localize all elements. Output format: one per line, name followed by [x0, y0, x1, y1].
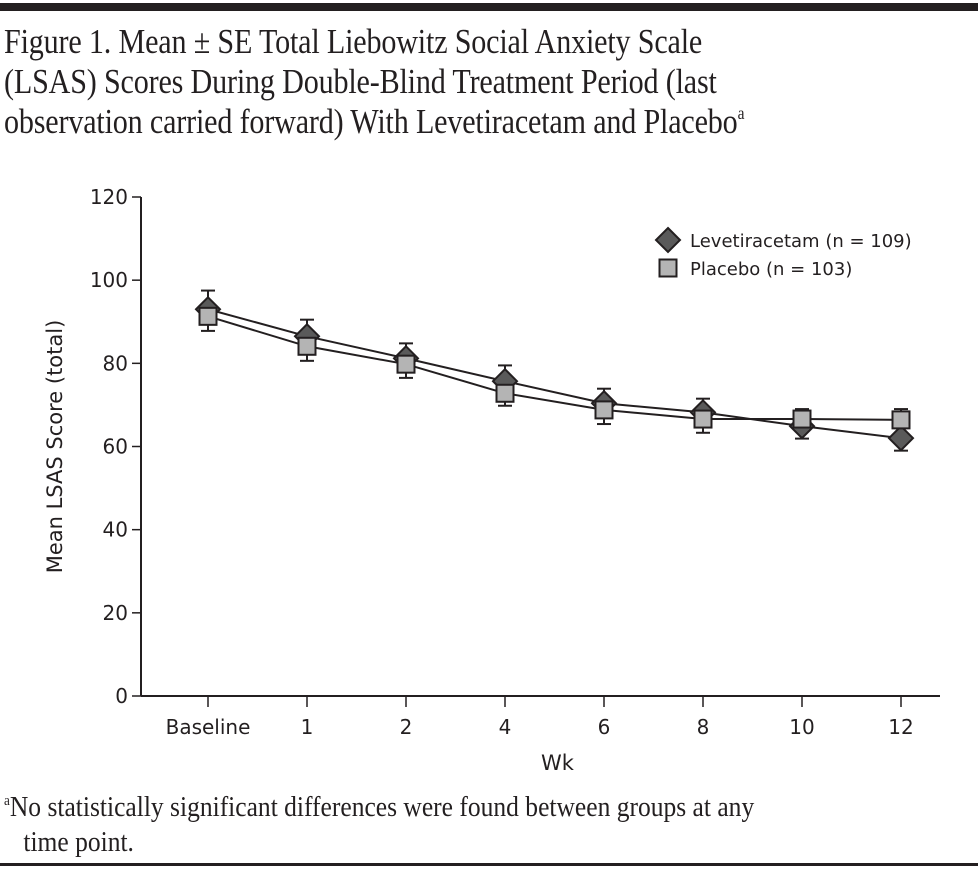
title-line-3-text: observation carried forward) With Leveti… [4, 102, 738, 141]
data-point-square [297, 336, 317, 356]
footnote: aNo statistically significant difference… [4, 790, 972, 860]
title-line-3: observation carried forward) With Leveti… [4, 102, 974, 142]
y-tick-label: 20 [103, 601, 128, 625]
series-markers [194, 295, 915, 452]
y-tick-label: 100 [90, 268, 128, 292]
footnote-marker: a [4, 793, 10, 809]
footnote-line-1: No statistically significant differences… [9, 791, 755, 823]
x-tick-label: 12 [888, 715, 913, 739]
x-axis-title: Wk [541, 751, 575, 775]
y-axis-title: Mean LSAS Score (total) [43, 320, 67, 574]
data-point-square [495, 383, 515, 403]
title-footnote-marker: a [737, 103, 745, 123]
title-line-1: Figure 1. Mean ± SE Total Liebowitz Soci… [4, 22, 703, 61]
y-tick-label: 80 [103, 351, 128, 375]
y-tick-label: 120 [90, 185, 128, 209]
series-line-levetiracetam [207, 308, 902, 440]
data-point-square [693, 409, 713, 429]
data-point-square [198, 306, 218, 326]
figure-title: Figure 1. Mean ± SE Total Liebowitz Soci… [4, 22, 974, 142]
y-ticks: 0 20 40 60 80 100 120 [90, 185, 141, 708]
y-tick-label: 60 [103, 435, 128, 459]
y-tick-label: 0 [115, 684, 128, 708]
data-point-square [891, 410, 911, 430]
x-tick-label: 6 [598, 715, 611, 739]
data-point-diamond [654, 226, 682, 254]
x-ticks: Baseline 1 2 4 6 8 10 12 [166, 696, 914, 739]
legend-label-placebo: Placebo (n = 103) [690, 259, 852, 280]
data-point-square [594, 400, 614, 420]
x-tick-label: 10 [789, 715, 814, 739]
bottom-rule [0, 863, 978, 866]
x-tick-label: 8 [697, 715, 710, 739]
legend-label-levetiracetam: Levetiracetam (n = 109) [690, 231, 912, 252]
data-point-square [792, 409, 812, 429]
data-point-square [396, 354, 416, 374]
footnote-line-2: time point. [23, 826, 134, 858]
x-tick-label: 2 [400, 715, 413, 739]
top-rule [0, 3, 978, 11]
series-layer [194, 289, 915, 452]
x-tick-label: Baseline [166, 715, 251, 739]
legend: Levetiracetam (n = 109) Placebo (n = 103) [654, 226, 912, 280]
x-tick-label: 1 [301, 715, 314, 739]
x-tick-label: 4 [499, 715, 512, 739]
y-tick-label: 40 [103, 518, 128, 542]
data-point-diamond [887, 424, 915, 452]
series-line-placebo [207, 315, 902, 421]
series-lines [207, 308, 902, 440]
title-line-2: (LSAS) Scores During Double-Blind Treatm… [4, 62, 717, 101]
data-point-square [658, 258, 678, 278]
